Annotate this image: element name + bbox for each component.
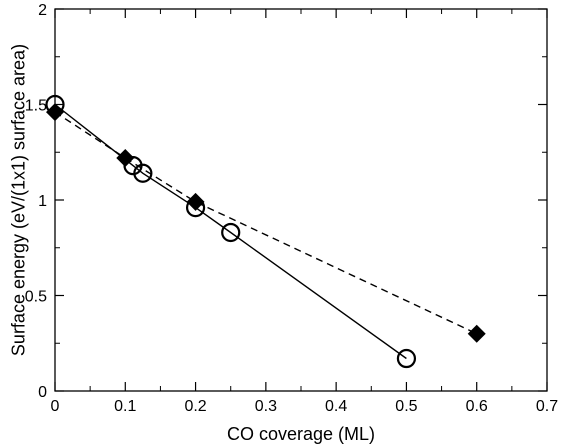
series-1-point — [221, 222, 241, 243]
series-2-point — [186, 192, 205, 211]
series-2-point — [116, 148, 135, 167]
axis-ticks — [54, 8, 548, 392]
y-axis-label: Surface energy (eV/(1x1) surface area) — [8, 44, 28, 356]
axis-tick-labels: 0 0.1 0.2 0.3 0.4 0.5 0.6 0.7 0 0.5 1 1.5 2 — [25, 2, 558, 415]
x-tick-label: 0.2 — [184, 398, 206, 415]
series-markers — [45, 94, 486, 369]
x-tick-label: 0.7 — [536, 398, 558, 415]
x-tick-label: 0.3 — [255, 398, 277, 415]
x-tick-label: 0.6 — [466, 398, 488, 415]
y-tick-label: 0.5 — [25, 289, 47, 306]
series-1-line — [54, 103, 407, 360]
series-lines — [54, 103, 477, 360]
y-tick-label: 1 — [38, 193, 47, 210]
x-tick-label: 0 — [51, 398, 60, 415]
series-1-point — [133, 163, 153, 183]
x-tick-label: 0.5 — [395, 398, 417, 415]
x-axis-label: CO coverage (ML) — [227, 424, 375, 444]
x-tick-label: 0.1 — [114, 398, 136, 415]
series-2-line — [54, 111, 477, 335]
series-2-point — [46, 103, 64, 122]
series-1-point — [396, 348, 417, 369]
y-tick-label: 0 — [38, 384, 47, 401]
series-2-point — [467, 324, 486, 343]
y-tick-label: 2 — [38, 2, 47, 19]
y-tick-label: 1.5 — [25, 98, 47, 115]
x-tick-label: 0.4 — [325, 398, 347, 415]
